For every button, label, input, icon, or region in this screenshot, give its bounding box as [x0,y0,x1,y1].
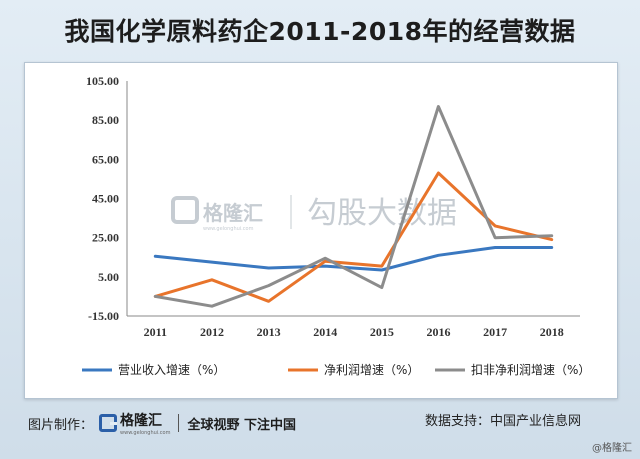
y-tick-label: 25.00 [92,231,119,245]
footer-brand-block: 格隆汇 www.gelonghui.com [120,410,170,436]
legend-label-3: 扣非净利润增速（%） [471,363,590,377]
axes [126,81,580,317]
x-tick-label: 2012 [200,325,224,339]
legend-label-2: 净利润增速（%） [324,363,419,377]
y-tick-label: 85.00 [92,113,119,127]
y-axis-ticks: 105.00 85.00 65.00 45.00 25.00 5.00 -15.00 [86,74,119,323]
gelonghui-logo: 格隆汇 www.gelonghui.com [99,410,170,436]
x-tick-label: 2017 [483,325,507,339]
y-tick-label: -15.00 [88,309,119,323]
plot-panel: 格隆汇 www.gelonghui.com 勾股大数据 105.00 85.00 65.… [24,62,618,399]
x-tick-label: 2015 [370,325,394,339]
footer-brand-url: www.gelonghui.com [120,430,171,436]
legend-label-1: 营业收入增速（%） [118,363,225,377]
x-axis-ticks: 2011 2012 2013 2014 2015 2016 2017 2018 [144,325,564,339]
series-lines [153,105,554,308]
footer-divider [178,414,180,432]
y-tick-label: 105.00 [86,74,119,88]
watermark-brand-url: www.gelonghui.com [203,226,254,232]
x-tick-label: 2011 [144,325,167,339]
x-tick-label: 2018 [540,325,564,339]
footer: 图片制作： 格隆汇 www.gelonghui.com 全球视野 下注中国 数据… [0,406,640,459]
y-tick-label: 65.00 [92,152,119,166]
legend: 营业收入增速（%） 净利润增速（%） 扣非净利润增速（%） [82,363,590,377]
x-tick-label: 2014 [313,325,337,339]
footer-slogan: 全球视野 下注中国 [187,417,296,433]
y-tick-label: 45.00 [92,192,119,206]
y-tick-label: 5.00 [98,270,119,284]
corner-watermark: @格隆汇 [592,443,632,454]
series-line-2 [153,171,554,303]
data-source: 数据支持：中国产业信息网 [425,414,582,429]
series-line-3 [153,105,554,308]
chart-title: 我国化学原料药企2011-2018年的经营数据 [64,17,576,46]
x-tick-label: 2016 [426,325,450,339]
made-by-label: 图片制作： [28,417,94,433]
watermark-text: 勾股大数据 [307,196,457,231]
watermark-brand: 格隆汇 [203,201,263,225]
watermark-logo-icon [171,196,199,224]
x-tick-label: 2013 [257,325,281,339]
series-line-1 [153,246,554,272]
footer-credit: 图片制作： 格隆汇 www.gelonghui.com 全球视野 下注中国 [28,410,296,436]
footer-brand: 格隆汇 [120,413,163,429]
gelonghui-logo-icon [99,414,118,432]
